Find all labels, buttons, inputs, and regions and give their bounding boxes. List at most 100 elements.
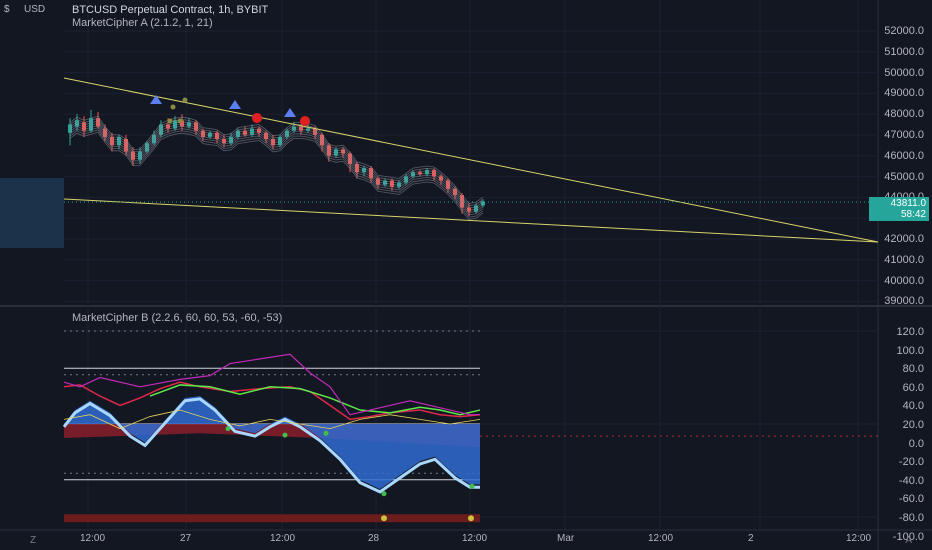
- candle-body: [180, 120, 184, 127]
- sell-signal-marker: [300, 116, 310, 126]
- candle-body: [187, 122, 191, 127]
- buy-signal-triangle: [284, 108, 296, 117]
- price-tick-label: 41000.0: [884, 253, 924, 266]
- time-tick-label: 12:00: [270, 533, 296, 544]
- signal-dot: [170, 104, 176, 110]
- ema-ribbon-line: [69, 122, 484, 211]
- candle-body: [341, 149, 345, 154]
- candle-body: [236, 130, 240, 137]
- oscillator-tick-label: -60.0: [898, 493, 924, 506]
- ema-ribbon-line: [69, 127, 484, 216]
- cross-dot: [381, 491, 387, 497]
- candle-body: [292, 126, 296, 131]
- signal-dot: [167, 118, 173, 124]
- indicator-a-legend[interactable]: MarketCipher A (2.1.2, 1, 21): [72, 17, 213, 29]
- currency-unit: USD: [24, 4, 46, 15]
- divergence-bar: [64, 514, 480, 523]
- divergence-dot: [381, 515, 387, 522]
- candle-body: [117, 136, 121, 146]
- candle-body: [257, 128, 261, 133]
- candle-body: [68, 124, 72, 133]
- time-tick-label: 27: [180, 533, 192, 544]
- stoch-line: [149, 384, 481, 416]
- cross-dot: [225, 426, 231, 432]
- candle-body: [418, 172, 422, 175]
- price-tick-label: 39000.0: [884, 295, 924, 308]
- candle-body: [432, 170, 436, 177]
- candle-body: [306, 128, 310, 131]
- candle-body: [474, 205, 478, 212]
- time-tick-label: 28: [368, 533, 380, 544]
- price-tick-label: 52000.0: [884, 25, 924, 37]
- candle-body: [453, 188, 457, 196]
- candle-body: [397, 182, 401, 187]
- candle-body: [124, 139, 128, 152]
- time-tick-label: 2: [748, 533, 754, 544]
- candle-body: [334, 149, 338, 156]
- candle-body: [390, 180, 394, 187]
- ema-ribbon-line: [69, 120, 484, 209]
- oscillator-tick-label: 60.0: [902, 381, 924, 394]
- candle-body: [313, 128, 317, 135]
- currency-label: $: [4, 4, 10, 15]
- cross-dot: [282, 432, 288, 438]
- candle-body: [299, 126, 303, 131]
- price-tick-label: 50000.0: [884, 66, 924, 79]
- time-tick-label: 12:00: [462, 533, 488, 544]
- price-tick-label: 40000.0: [884, 274, 924, 287]
- candle-body: [201, 130, 205, 137]
- candle-body: [376, 178, 380, 185]
- chart-title: BTCUSD Perpetual Contract, 1h, BYBIT: [72, 4, 269, 16]
- oscillator-tick-label: 20.0: [902, 419, 924, 431]
- candle-body: [362, 168, 366, 173]
- signal-dot: [182, 97, 188, 103]
- zoom-toggle-button[interactable]: Z: [30, 535, 37, 546]
- candle-body: [411, 172, 415, 177]
- upper-trendline: [63, 77, 879, 243]
- candle-body: [383, 180, 387, 185]
- candle-body: [222, 139, 226, 144]
- candle-body: [425, 170, 429, 175]
- ema-ribbon-line: [69, 115, 484, 204]
- candle-body: [75, 120, 79, 127]
- candle-body: [481, 201, 485, 206]
- ema-ribbon-line: [69, 124, 484, 213]
- oscillator-tick-label: 0.0: [908, 437, 924, 450]
- candle-body: [271, 139, 275, 146]
- candle-body: [173, 120, 177, 129]
- price-tick-label: 51000.0: [884, 45, 924, 58]
- price-tick-label: 49000.0: [884, 87, 924, 100]
- oscillator-tick-label: 120.0: [896, 326, 924, 338]
- oscillator-tick-label: 100.0: [896, 344, 924, 357]
- sell-signal-marker: [252, 113, 262, 123]
- cross-dot: [469, 483, 475, 489]
- buy-signal-triangle: [229, 100, 241, 109]
- oscillator-tick-label: -20.0: [898, 456, 924, 469]
- price-tick-label: 46000.0: [884, 149, 924, 162]
- signal-dot: [177, 118, 183, 124]
- candle-body: [250, 128, 254, 135]
- cross-dot: [323, 430, 329, 436]
- price-tick-label: 42000.0: [884, 233, 924, 245]
- oscillator-tick-label: -40.0: [898, 474, 924, 487]
- candle-body: [215, 132, 219, 139]
- candle-body: [208, 132, 212, 137]
- wavetrend-line: [62, 397, 480, 494]
- candle-body: [348, 153, 352, 164]
- candle-body: [278, 136, 282, 146]
- price-tick-label: 45000.0: [884, 170, 924, 183]
- candle-body: [404, 176, 408, 183]
- current-price-tag: 43811.0 58:42: [869, 197, 929, 221]
- candle-body: [166, 124, 170, 129]
- candle-body: [369, 168, 373, 179]
- candle-body: [110, 136, 114, 146]
- time-tick-label: 12:00: [846, 533, 872, 544]
- candle-body: [82, 122, 86, 131]
- candle-body: [446, 180, 450, 189]
- price-tick-label: 48000.0: [884, 108, 924, 121]
- price-tick-label: 47000.0: [884, 129, 924, 141]
- auto-scale-button[interactable]: A: [905, 535, 912, 546]
- candle-body: [194, 122, 198, 131]
- indicator-b-legend[interactable]: MarketCipher B (2.2.6, 60, 60, 53, -60, …: [72, 312, 283, 324]
